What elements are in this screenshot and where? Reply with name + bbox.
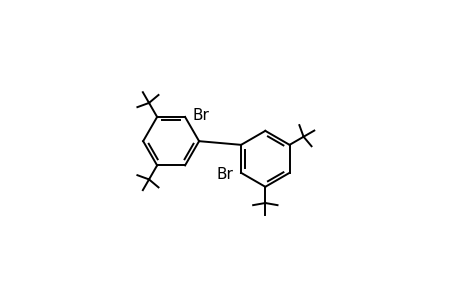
Text: Br: Br [216, 167, 233, 182]
Text: Br: Br [192, 108, 209, 123]
